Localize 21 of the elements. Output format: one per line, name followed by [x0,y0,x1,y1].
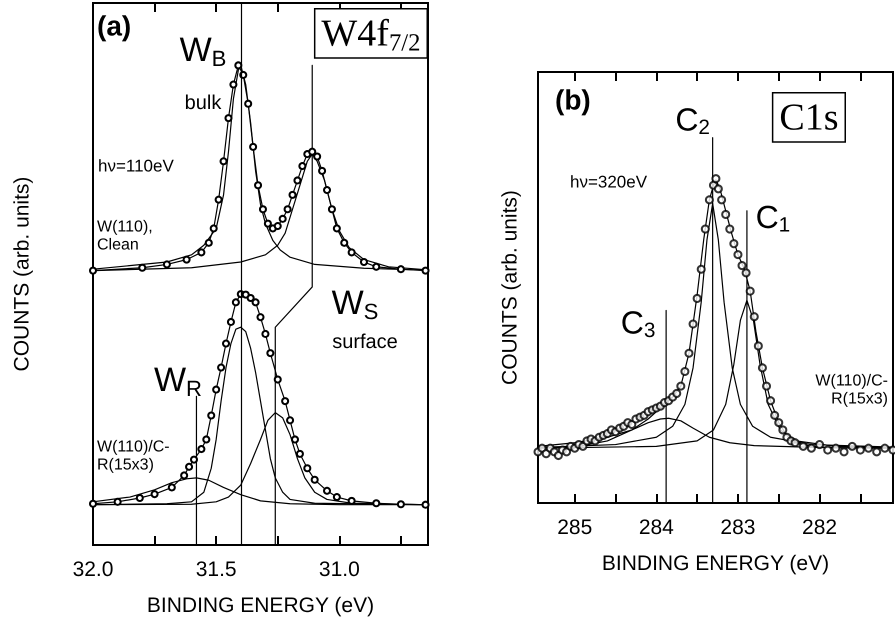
x-tick-label: 31.0 [318,558,360,581]
annotation: bulk [184,92,222,114]
chart-title: (b) [555,84,591,116]
x-axis-title: BINDING ENERGY (eV) [146,594,374,617]
chart-title: (a) [97,10,132,42]
y-axis-title: COUNTS (arb. units) [498,190,522,385]
y-axis-title: COUNTS (arb. units) [10,176,34,372]
chart-subtitle: C1s [779,96,839,138]
annotation: hν=110eV [98,156,174,176]
x-tick-label: 32.0 [72,558,114,581]
x-tick-label: 283 [720,516,756,539]
annotation: hν=320eV [570,172,648,192]
annotation: surface [332,331,398,353]
x-tick-label: 282 [802,516,838,539]
annotation: W(110), Clean [97,218,153,254]
annotation: W(110)/C- R(15x3) [815,372,888,408]
x-axis-title: BINDING ENERGY (eV) [602,552,830,575]
x-tick-label: 284 [638,516,674,539]
x-tick-label: 285 [557,516,592,539]
x-tick-label: 31.5 [196,558,237,581]
annotation: W(110)/C- R(15x3) [97,438,170,474]
